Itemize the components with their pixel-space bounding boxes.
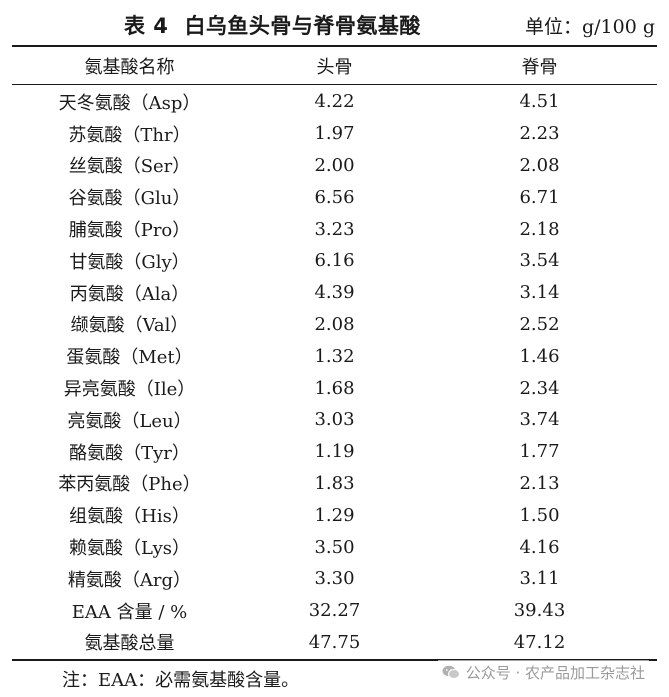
- table-row: 甘氨酸（Gly） 6.16 3.54: [12, 245, 657, 277]
- cell-head-bone-value: 6.56: [314, 186, 355, 208]
- table-row: 组氨酸（His） 1.29 1.50: [12, 499, 657, 531]
- cell-head-bone-value: 1.29: [314, 504, 355, 526]
- cell-spine-value: 3.11: [519, 568, 560, 590]
- cell-head-bone-value: 1.83: [314, 472, 355, 494]
- cell-head-bone-value: 3.30: [314, 568, 355, 590]
- cell-amino-acid-name: 丙氨酸（Ala）: [69, 283, 190, 305]
- wechat-icon: [442, 665, 460, 680]
- cell-head-bone-value: 3.03: [314, 409, 355, 431]
- table-note: 注：EAA：必需氨基酸含量。: [62, 670, 300, 691]
- watermark: 公众号 · 农产品加工杂志社: [437, 660, 649, 685]
- cell-head-bone-value: 32.27: [308, 600, 361, 622]
- table-row: 谷氨酸（Glu） 6.56 6.71: [12, 181, 657, 213]
- table-title-text: 白乌鱼头骨与脊骨氨基酸: [184, 14, 421, 38]
- cell-spine-value: 4.51: [519, 91, 560, 113]
- cell-spine-value: 2.08: [519, 154, 560, 176]
- cell-amino-acid-name: 苏氨酸（Thr）: [68, 124, 191, 146]
- table-header: 氨基酸名称 头骨 脊骨: [12, 47, 657, 84]
- cell-head-bone-value: 3.50: [314, 536, 355, 558]
- cell-head-bone-value: 1.68: [314, 377, 355, 399]
- cell-head-bone-value: 6.16: [314, 250, 355, 272]
- table-row: 精氨酸（Arg） 3.30 3.11: [12, 563, 657, 595]
- cell-head-bone-value: 1.97: [314, 123, 355, 145]
- table-title: 表 4 白乌鱼头骨与脊骨氨基酸: [124, 10, 421, 40]
- cell-spine-value: 39.43: [513, 600, 566, 622]
- cell-spine-value: 47.12: [513, 631, 566, 653]
- table-row: 异亮氨酸（Ile） 1.68 2.34: [12, 372, 657, 404]
- table-row: 苯丙氨酸（Phe） 1.83 2.13: [12, 468, 657, 500]
- cell-spine-value: 3.74: [519, 409, 560, 431]
- cell-spine-value: 1.77: [519, 441, 560, 463]
- cell-amino-acid-name: 精氨酸（Arg）: [67, 569, 192, 591]
- cell-spine-value: 1.46: [519, 345, 560, 367]
- column-header-head-bone: 头骨: [316, 56, 353, 78]
- cell-amino-acid-name: 谷氨酸（Glu）: [68, 188, 191, 210]
- cell-amino-acid-name: 酪氨酸（Tyr）: [69, 442, 190, 464]
- table-number: 表 4: [124, 14, 169, 38]
- table-row: 蛋氨酸（Met） 1.32 1.46: [12, 340, 657, 372]
- table-row: 天冬氨酸（Asp） 4.22 4.51: [12, 86, 657, 118]
- cell-spine-value: 6.71: [519, 186, 560, 208]
- cell-amino-acid-name: 丝氨酸（Ser）: [68, 156, 191, 178]
- table-row: 苏氨酸（Thr） 1.97 2.23: [12, 118, 657, 150]
- cell-head-bone-value: 2.08: [314, 313, 355, 335]
- top-rule: [12, 45, 657, 47]
- cell-amino-acid-name: 蛋氨酸（Met）: [66, 347, 193, 369]
- cell-amino-acid-name: 异亮氨酸（Ile）: [63, 379, 196, 401]
- watermark-text: 公众号 · 农产品加工杂志社: [465, 664, 645, 682]
- table-row: 酪氨酸（Tyr） 1.19 1.77: [12, 436, 657, 468]
- cell-amino-acid-name: 氨基酸总量: [84, 633, 175, 655]
- cell-spine-value: 3.14: [519, 282, 560, 304]
- table-caption: 表 4 白乌鱼头骨与脊骨氨基酸 单位：g/100 g: [0, 8, 669, 44]
- cell-head-bone-value: 1.32: [314, 345, 355, 367]
- column-header-name: 氨基酸名称: [84, 56, 175, 78]
- cell-head-bone-value: 47.75: [308, 631, 361, 653]
- cell-amino-acid-name: 缬氨酸（Val）: [70, 315, 189, 337]
- cell-amino-acid-name: 脯氨酸（Pro）: [68, 220, 191, 242]
- table-row: EAA 含量 / % 32.27 39.43: [12, 595, 657, 627]
- table-row: 脯氨酸（Pro） 3.23 2.18: [12, 213, 657, 245]
- cell-spine-value: 2.18: [519, 218, 560, 240]
- header-row: 氨基酸名称 头骨 脊骨: [12, 47, 657, 84]
- cell-head-bone-value: 4.39: [314, 282, 355, 304]
- cell-amino-acid-name: 组氨酸（His）: [69, 506, 190, 528]
- cell-amino-acid-name: 亮氨酸（Leu）: [67, 410, 192, 432]
- cell-amino-acid-name: EAA 含量 / %: [71, 601, 188, 623]
- table-row: 丙氨酸（Ala） 4.39 3.14: [12, 277, 657, 309]
- cell-spine-value: 2.13: [519, 472, 560, 494]
- cell-amino-acid-name: 苯丙氨酸（Phe）: [58, 474, 201, 496]
- header-rule: [12, 84, 657, 85]
- cell-amino-acid-name: 赖氨酸（Lys）: [68, 538, 191, 560]
- cell-head-bone-value: 4.22: [314, 91, 355, 113]
- unit-label: 单位：g/100 g: [524, 16, 655, 38]
- cell-spine-value: 2.34: [519, 377, 560, 399]
- cell-amino-acid-name: 天冬氨酸（Asp）: [58, 92, 201, 114]
- cell-head-bone-value: 1.19: [314, 441, 355, 463]
- table-row: 缬氨酸（Val） 2.08 2.52: [12, 309, 657, 341]
- bottom-rule: [12, 659, 657, 661]
- cell-head-bone-value: 3.23: [314, 218, 355, 240]
- table-row: 赖氨酸（Lys） 3.50 4.16: [12, 531, 657, 563]
- cell-spine-value: 2.23: [519, 123, 560, 145]
- table-row: 氨基酸总量 47.75 47.12: [12, 627, 657, 659]
- amino-acid-table: 天冬氨酸（Asp） 4.22 4.51 苏氨酸（Thr） 1.97 2.23 丝氨酸（Ser…: [12, 86, 657, 658]
- cell-amino-acid-name: 甘氨酸（Gly）: [69, 251, 190, 273]
- table-row: 丝氨酸（Ser） 2.00 2.08: [12, 150, 657, 182]
- cell-head-bone-value: 2.00: [314, 154, 355, 176]
- table-row: 亮氨酸（Leu） 3.03 3.74: [12, 404, 657, 436]
- cell-spine-value: 3.54: [519, 250, 560, 272]
- cell-spine-value: 1.50: [519, 504, 560, 526]
- cell-spine-value: 4.16: [519, 536, 560, 558]
- column-header-spine: 脊骨: [521, 56, 558, 78]
- cell-spine-value: 2.52: [519, 313, 560, 335]
